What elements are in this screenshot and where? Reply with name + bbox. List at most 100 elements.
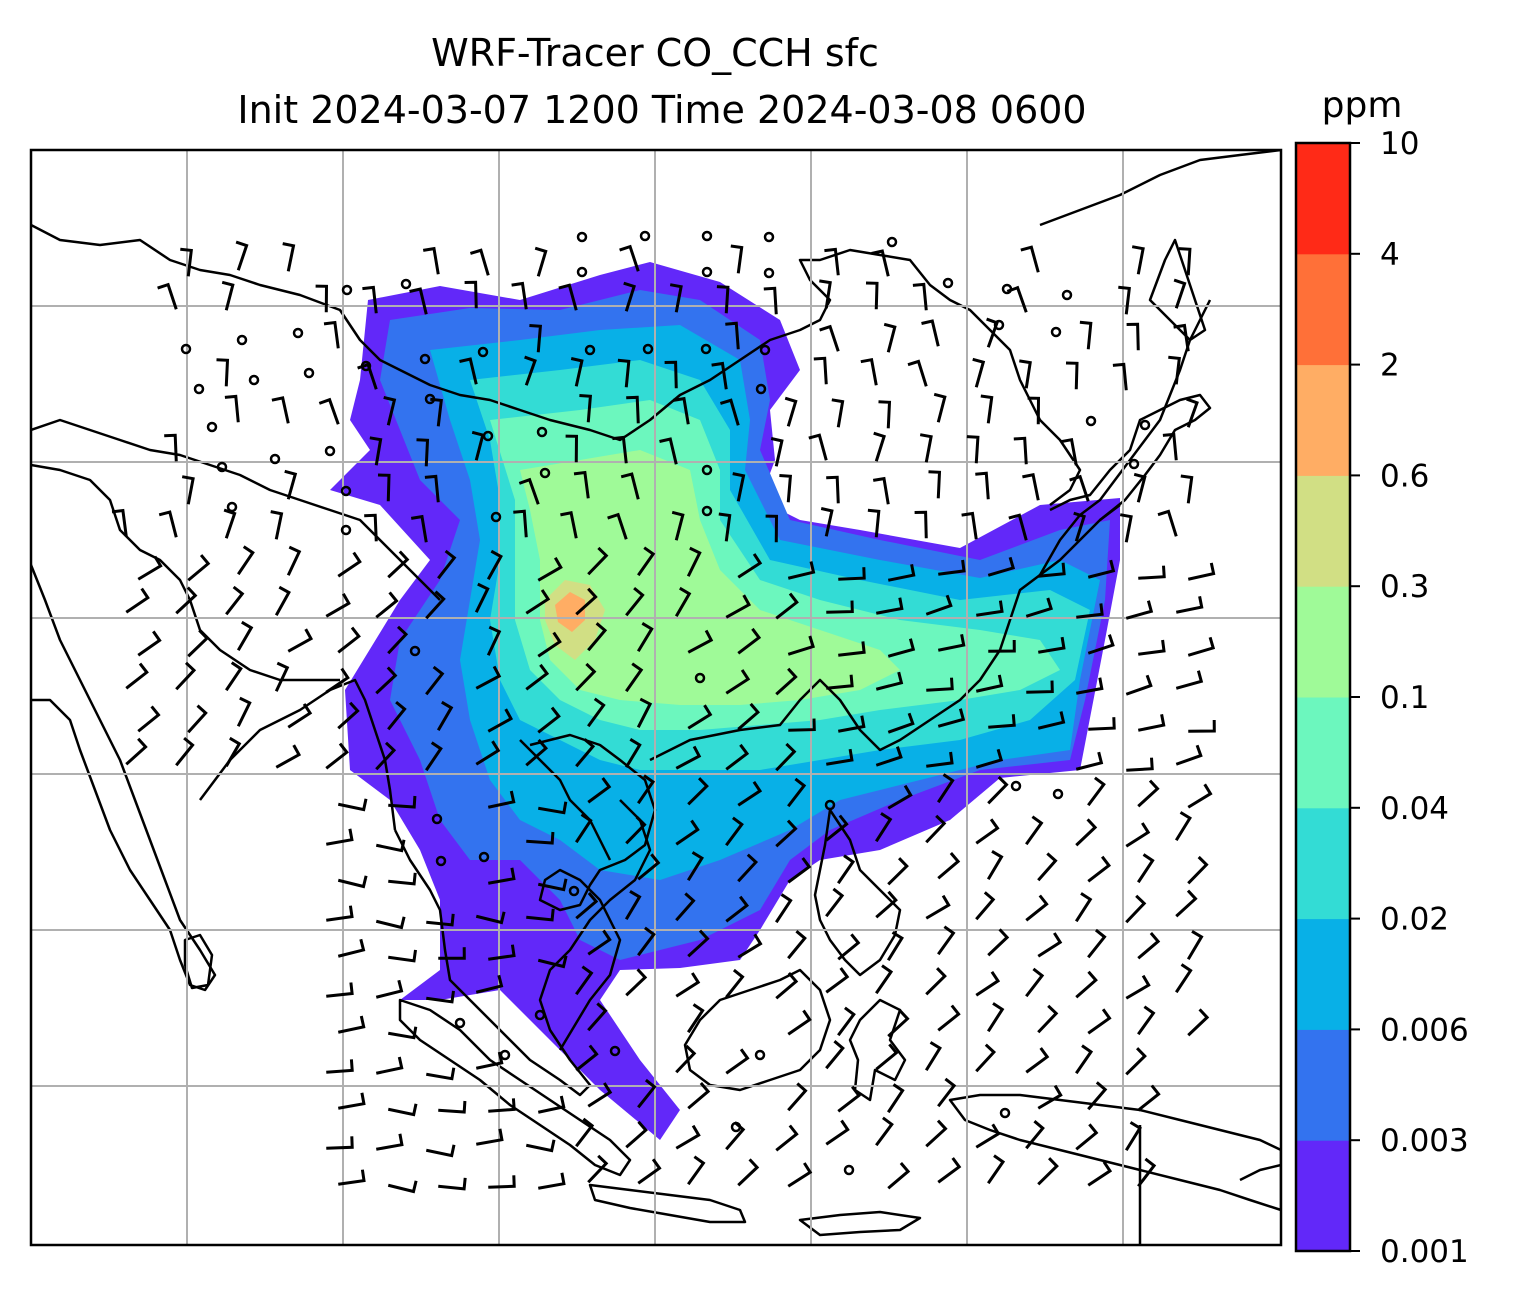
colorbar-band <box>1296 586 1350 698</box>
border-western <box>31 418 441 601</box>
wind-barb <box>537 706 561 734</box>
wind-barb <box>686 851 704 882</box>
wind-barb <box>860 357 878 386</box>
wind-barb <box>575 1117 595 1148</box>
wind-barb <box>1187 855 1209 885</box>
wind-barb <box>1187 783 1213 809</box>
wind-barb <box>625 586 645 617</box>
calm-wind-marker <box>1010 780 1022 792</box>
wind-barb <box>607 512 628 540</box>
wind-barb <box>537 631 562 658</box>
colorbar-tick-label: 0.1 <box>1380 680 1429 716</box>
calm-wind-marker <box>419 353 431 365</box>
wind-barb <box>225 585 245 616</box>
wind-barb <box>475 740 501 766</box>
calm-wind-marker <box>763 267 775 279</box>
wind-barb <box>587 622 608 652</box>
wind-barb <box>274 585 291 616</box>
calm-wind-marker <box>1061 289 1073 301</box>
wind-barb <box>976 600 1004 617</box>
wind-barb <box>980 394 994 424</box>
wind-barb <box>825 967 850 994</box>
wind-barb <box>525 589 551 615</box>
wind-barb <box>1131 245 1145 275</box>
wind-barb <box>270 510 284 540</box>
wind-barb <box>765 514 779 543</box>
wind-barb <box>725 895 750 923</box>
wind-barb <box>318 397 340 425</box>
wind-barb <box>1025 597 1053 618</box>
wind-barb <box>875 1043 899 1071</box>
wind-barb <box>986 317 999 348</box>
colorbar-tick-label: 2 <box>1380 348 1400 384</box>
wind-barb <box>837 933 861 961</box>
wind-barb <box>1173 278 1187 309</box>
wind-barb <box>337 938 366 958</box>
wind-barb <box>725 816 744 847</box>
wind-barb <box>623 281 636 312</box>
wind-barb <box>926 677 954 692</box>
wind-barb <box>937 773 955 804</box>
wind-barb <box>1025 1047 1050 1074</box>
wind-barb <box>937 852 961 880</box>
wind-barb <box>831 398 845 428</box>
wind-barb <box>375 666 398 695</box>
wind-barb <box>1119 513 1133 543</box>
wind-barb <box>825 814 849 842</box>
wind-barb <box>1006 285 1028 313</box>
wind-barb <box>575 965 594 996</box>
wind-barb <box>425 665 445 696</box>
wind-barb <box>1125 600 1154 620</box>
wind-barb <box>1025 815 1044 846</box>
coastline-sumatra <box>398 998 632 1177</box>
wind-barb <box>537 557 563 582</box>
wind-barb <box>271 396 290 424</box>
wind-barb <box>426 990 455 1004</box>
wind-barb <box>181 475 195 505</box>
wind-barb <box>826 475 840 504</box>
wind-barb <box>187 704 208 734</box>
border-indochina <box>519 739 612 861</box>
wind-barb <box>1125 1047 1147 1076</box>
wind-barb <box>488 944 516 961</box>
wind-barb <box>1075 1123 1099 1151</box>
wind-barb <box>187 629 210 658</box>
wind-barb <box>575 892 599 920</box>
wind-barb <box>1186 397 1199 428</box>
colorbar-tick-label: 0.3 <box>1380 569 1429 605</box>
wind-barb <box>784 396 798 427</box>
wind-barb <box>1138 639 1166 656</box>
wind-barb <box>919 433 933 463</box>
wind-barb <box>826 748 854 766</box>
wind-barb <box>137 630 162 657</box>
calm-wind-marker <box>1050 326 1062 338</box>
calm-wind-marker <box>206 421 218 433</box>
wind-barb <box>221 280 235 311</box>
wind-barb <box>1137 1005 1156 1036</box>
wind-barb <box>475 974 504 994</box>
wind-barb <box>475 665 502 690</box>
wind-barb <box>387 550 410 579</box>
coastline-new-guinea <box>948 1093 1281 1212</box>
wind-barb <box>1079 320 1093 350</box>
wind-barb <box>975 818 1000 845</box>
wind-barb <box>235 240 249 271</box>
wind-barb <box>669 283 683 313</box>
colorbar-band <box>1296 475 1350 587</box>
wind-barb <box>325 593 351 618</box>
wind-barb <box>1175 889 1198 918</box>
coastline-india <box>31 564 217 992</box>
coastline-indochina <box>529 733 657 1051</box>
wind-barb <box>364 513 378 542</box>
calm-wind-marker <box>701 266 713 278</box>
wind-barb <box>587 929 612 956</box>
wind-barb <box>787 857 812 884</box>
wind-barb <box>737 853 759 883</box>
wind-barb <box>875 746 903 767</box>
wind-barb <box>526 908 555 922</box>
wind-barb <box>887 857 909 886</box>
wind-barbs <box>111 230 1216 1194</box>
coastlines <box>31 150 1281 1245</box>
wind-barb <box>487 708 514 733</box>
calm-wind-marker <box>701 464 713 476</box>
